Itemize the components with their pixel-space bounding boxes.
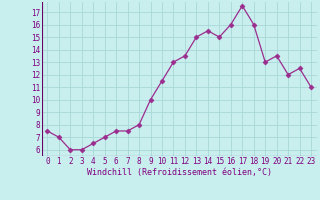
X-axis label: Windchill (Refroidissement éolien,°C): Windchill (Refroidissement éolien,°C) (87, 168, 272, 177)
